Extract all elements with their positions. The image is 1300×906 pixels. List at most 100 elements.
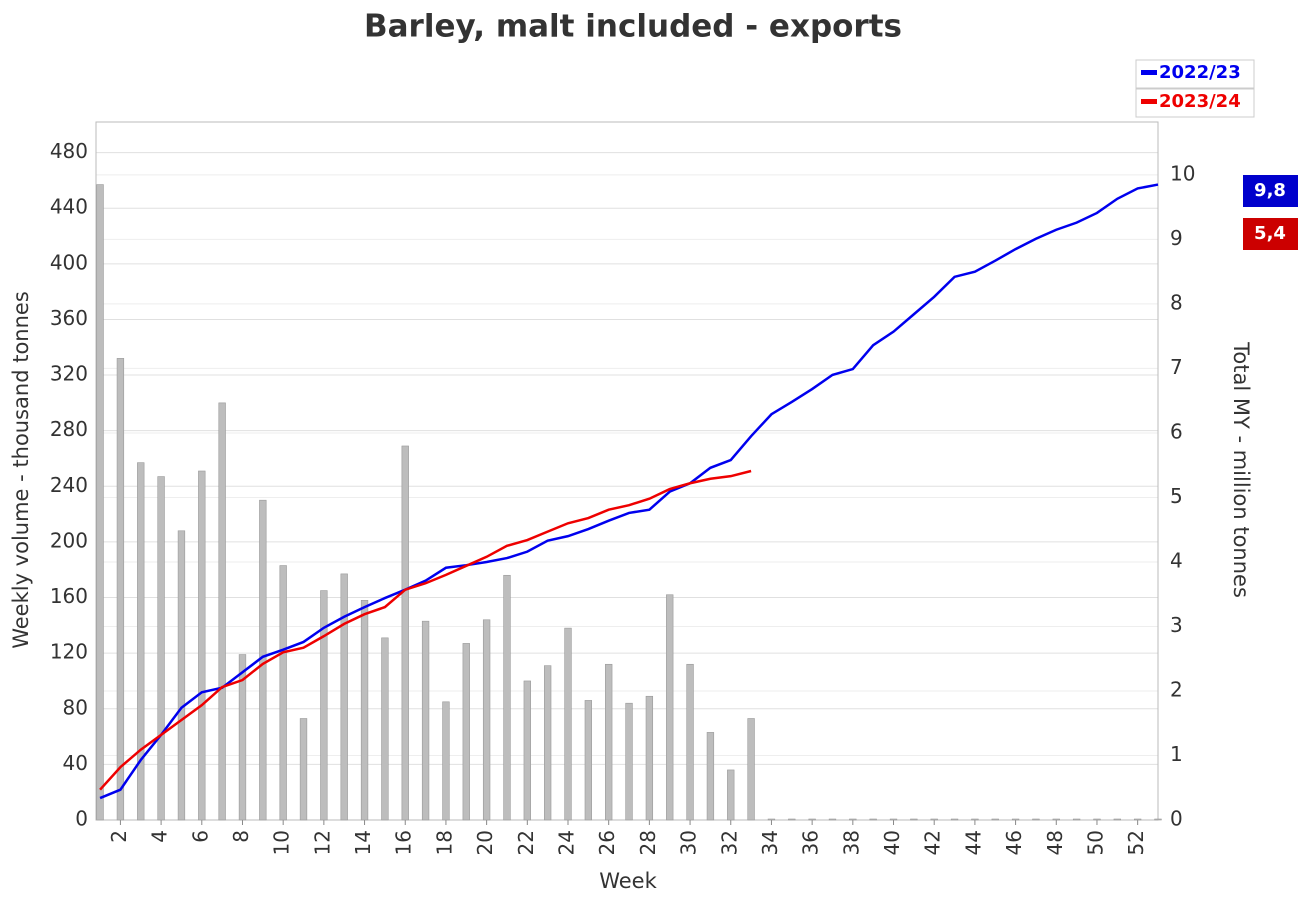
x-tick-label: 46 — [1002, 830, 1026, 855]
bar — [625, 702, 633, 821]
bar — [767, 818, 776, 821]
y-tick-label: 480 — [50, 139, 88, 163]
y-tick-label: 240 — [50, 473, 88, 497]
bar — [1113, 818, 1121, 821]
bar — [1133, 818, 1142, 821]
bar — [1032, 818, 1040, 821]
line — [99, 469, 752, 791]
bar — [991, 818, 999, 821]
y-tick-label: 440 — [50, 195, 88, 219]
y-tick-label: 320 — [50, 362, 88, 386]
bar — [462, 643, 470, 821]
y-tick-label: 160 — [50, 584, 88, 608]
bar — [1072, 818, 1081, 821]
x-tick-label: 34 — [758, 830, 782, 855]
y-tick-label: 280 — [50, 417, 88, 441]
x-tick-label: 2 — [107, 830, 131, 843]
bar — [666, 594, 674, 821]
y2-axis-label: Total MY - million tonnes — [1229, 341, 1253, 598]
x-tick-label: 22 — [514, 830, 538, 855]
bar — [116, 358, 125, 821]
bar — [747, 718, 755, 821]
bar — [910, 818, 918, 821]
x-tick-label: 32 — [717, 830, 741, 855]
y2-tick-label: 6 — [1170, 419, 1183, 443]
x-tick-label: 20 — [473, 830, 497, 855]
bar — [930, 818, 938, 821]
x-tick-label: 44 — [961, 830, 985, 855]
y-axis-label: Weekly volume - thousand tonnes — [9, 291, 33, 649]
x-tick-label: 26 — [595, 830, 619, 855]
bar — [808, 818, 816, 821]
x-tick-label: 6 — [188, 830, 212, 843]
y-tick-label: 360 — [50, 306, 88, 330]
bar — [788, 818, 796, 821]
x-tick-label: 8 — [229, 830, 253, 843]
x-tick-label: 50 — [1083, 830, 1107, 855]
bar — [889, 818, 898, 821]
bar — [605, 663, 613, 821]
bar — [157, 476, 165, 821]
y2-tick-label: 7 — [1170, 355, 1183, 379]
x-tick-label: 52 — [1124, 830, 1148, 855]
x-tick-label: 14 — [351, 830, 375, 855]
y2-tick-label: 10 — [1170, 161, 1195, 185]
x-tick-label: 48 — [1043, 830, 1067, 855]
end-label: 5,4 — [1254, 223, 1286, 244]
y2-tick-label: 0 — [1170, 807, 1183, 831]
y2-tick-label: 8 — [1170, 290, 1183, 314]
legend-swatch — [1141, 70, 1157, 75]
legend-label: 2023/24 — [1159, 91, 1241, 112]
bar — [482, 619, 491, 821]
bar — [706, 732, 715, 821]
x-tick-label: 4 — [148, 830, 172, 843]
bar — [442, 701, 450, 821]
y-tick-label: 120 — [50, 640, 88, 664]
chart-title: Barley, malt included - exports — [364, 9, 902, 45]
x-axis-label: Week — [599, 869, 657, 893]
bar — [381, 637, 389, 821]
x-tick-label: 42 — [921, 830, 945, 855]
bar — [543, 665, 552, 821]
x-tick-label: 10 — [270, 830, 294, 855]
bar — [564, 627, 572, 821]
bar — [523, 680, 531, 821]
bar — [503, 574, 511, 821]
bar — [1154, 818, 1162, 821]
y2-tick-label: 1 — [1170, 742, 1183, 766]
bar — [971, 818, 979, 821]
bar — [320, 590, 328, 821]
y-tick-label: 400 — [50, 250, 88, 274]
bar — [727, 769, 735, 821]
y2-tick-label: 3 — [1170, 613, 1183, 637]
x-tick-label: 28 — [636, 830, 660, 855]
y-tick-label: 200 — [50, 528, 88, 552]
bar — [360, 600, 369, 821]
x-tick-label: 24 — [555, 830, 579, 855]
bar — [340, 573, 348, 821]
bar — [218, 402, 226, 821]
x-tick-label: 40 — [880, 830, 904, 855]
bar — [299, 718, 308, 821]
y2-tick-label: 9 — [1170, 226, 1183, 250]
y-tick-label: 80 — [63, 695, 88, 719]
bar — [279, 565, 287, 821]
x-tick-label: 18 — [432, 830, 456, 855]
y2-tick-label: 4 — [1170, 548, 1183, 572]
bar — [238, 654, 247, 821]
bar — [869, 818, 877, 821]
bar — [686, 663, 694, 821]
end-label-box — [1243, 218, 1298, 250]
bar — [421, 620, 430, 821]
legend-swatch — [1141, 99, 1157, 104]
end-label-box — [1243, 175, 1298, 207]
bar — [1052, 818, 1060, 821]
y-tick-label: 40 — [63, 751, 88, 775]
bar — [1011, 818, 1020, 821]
line — [99, 183, 1159, 800]
bar — [198, 470, 206, 821]
bar — [401, 445, 409, 821]
x-tick-label: 30 — [677, 830, 701, 855]
bar — [177, 530, 186, 821]
